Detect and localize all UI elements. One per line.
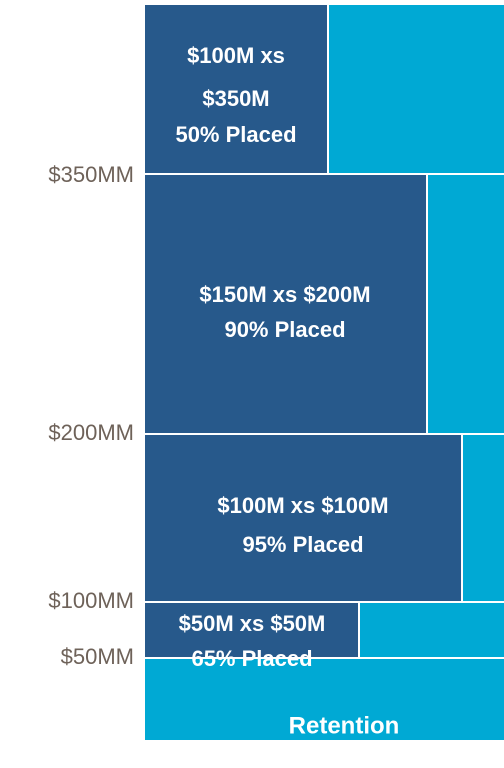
axis-label: $200MM	[48, 420, 134, 445]
layer-label: $150M xs $200M	[199, 282, 370, 307]
layer-label: Retention	[289, 712, 400, 739]
placed-share	[145, 435, 461, 601]
layer-label: $100M xs	[187, 43, 285, 68]
unplaced-share	[329, 5, 504, 173]
layer-label: 50% Placed	[175, 122, 296, 147]
axis-label: $350MM	[48, 162, 134, 187]
layer-label: 90% Placed	[224, 317, 345, 342]
layer-label: $350M	[202, 86, 269, 111]
placed-share	[145, 5, 327, 173]
layer-label: 95% Placed	[242, 532, 363, 557]
unplaced-share	[428, 175, 504, 433]
unplaced-share	[360, 603, 504, 657]
axis-label: $50MM	[61, 644, 134, 669]
placed-share	[145, 175, 426, 433]
axis-label: $100MM	[48, 588, 134, 613]
placed-share	[145, 603, 358, 657]
retention-layer	[145, 659, 504, 740]
layer-label: $50M xs $50M	[179, 611, 326, 636]
layer-label: 65% Placed	[191, 646, 312, 671]
unplaced-share	[463, 435, 504, 601]
layer-label: $100M xs $100M	[217, 493, 388, 518]
